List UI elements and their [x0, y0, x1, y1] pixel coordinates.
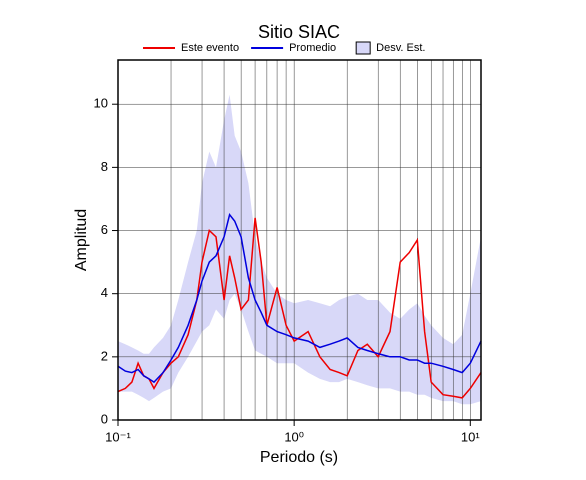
y-axis-label: Amplitud [73, 209, 90, 271]
y-tick-label: 0 [101, 411, 108, 426]
y-tick-label: 6 [101, 222, 108, 237]
legend-swatch [355, 41, 371, 55]
legend-label: Promedio [289, 42, 336, 54]
chart-title: Sitio SIAC [258, 22, 340, 42]
y-tick-label: 4 [101, 285, 108, 300]
y-tick-label: 2 [101, 348, 108, 363]
x-tick-label: 10⁻¹ [105, 429, 131, 444]
series-line [117, 213, 482, 384]
legend-label: Este evento [181, 42, 239, 54]
legend-label: Desv. Est. [376, 42, 425, 54]
plot-frame [117, 59, 482, 421]
x-axis-label: Periodo (s) [260, 449, 338, 466]
x-tick-label: 10¹ [461, 429, 480, 444]
x-tick-label: 10⁰ [284, 429, 304, 444]
y-tick-label: 10 [94, 96, 108, 111]
y-tick-label: 8 [101, 159, 108, 174]
